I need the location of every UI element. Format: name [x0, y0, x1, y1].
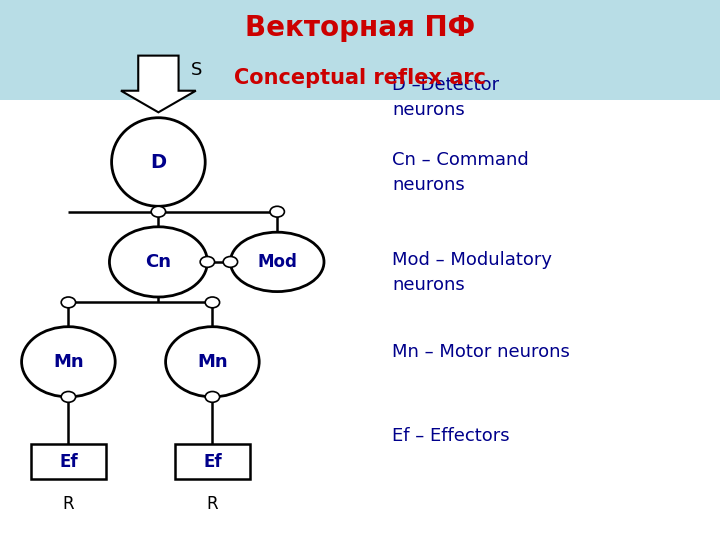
- Text: Ef: Ef: [59, 453, 78, 471]
- Text: Mod: Mod: [257, 253, 297, 271]
- Polygon shape: [121, 56, 196, 112]
- Text: Conceptual reflex arc: Conceptual reflex arc: [234, 68, 486, 88]
- Circle shape: [61, 297, 76, 308]
- Text: Векторная ПФ: Векторная ПФ: [245, 14, 475, 42]
- Ellipse shape: [166, 327, 259, 397]
- Text: R: R: [207, 495, 218, 512]
- Circle shape: [205, 297, 220, 308]
- Circle shape: [223, 256, 238, 267]
- Text: Ef – Effectors: Ef – Effectors: [392, 427, 510, 444]
- Text: R: R: [63, 495, 74, 512]
- Circle shape: [61, 392, 76, 402]
- Bar: [30, 444, 107, 480]
- Bar: [174, 444, 251, 480]
- Text: Cn – Command
neurons: Cn – Command neurons: [392, 151, 529, 194]
- Text: Mod – Modulatory
neurons: Mod – Modulatory neurons: [392, 251, 552, 294]
- Text: Mn – Motor neurons: Mn – Motor neurons: [392, 343, 570, 361]
- Circle shape: [200, 256, 215, 267]
- Text: Ef: Ef: [203, 453, 222, 471]
- Circle shape: [151, 206, 166, 217]
- Ellipse shape: [112, 118, 205, 206]
- Text: D –Detector
neurons: D –Detector neurons: [392, 76, 500, 119]
- Text: D: D: [150, 152, 166, 172]
- Circle shape: [270, 206, 284, 217]
- Text: Mn: Mn: [53, 353, 84, 371]
- Text: Mn: Mn: [197, 353, 228, 371]
- Ellipse shape: [109, 227, 207, 297]
- Bar: [0, 0, 720, 100]
- Circle shape: [205, 392, 220, 402]
- Ellipse shape: [230, 232, 324, 292]
- Ellipse shape: [22, 327, 115, 397]
- Text: S: S: [191, 61, 202, 79]
- Text: Cn: Cn: [145, 253, 171, 271]
